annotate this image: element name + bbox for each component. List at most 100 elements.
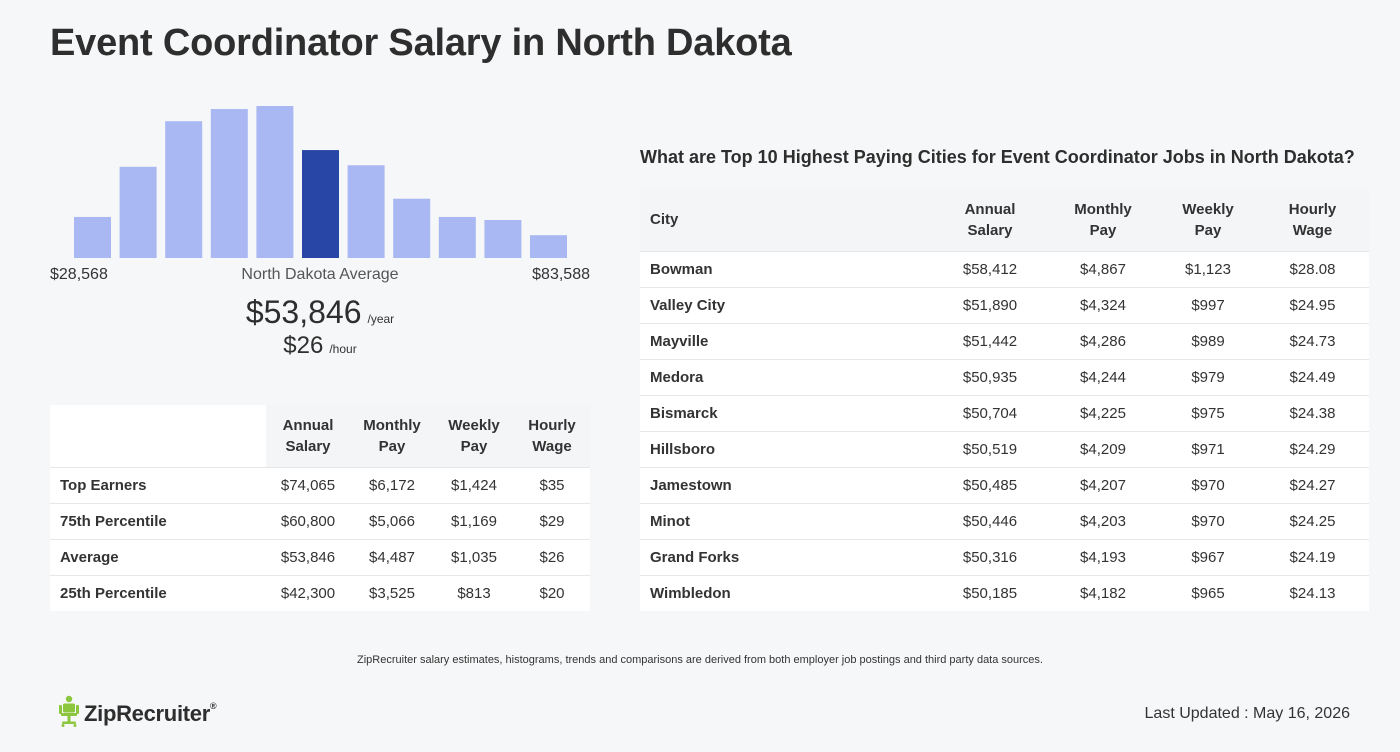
city-cell: $24.19: [1256, 538, 1369, 575]
percentile-cell: $813: [434, 574, 514, 611]
city-cell: $975: [1160, 394, 1256, 431]
percentile-cell: $4,487: [350, 538, 434, 575]
city-cell: $979: [1160, 358, 1256, 395]
average-annual: $53,846/year: [170, 294, 470, 331]
histogram-bar: [119, 166, 157, 258]
percentile-header-monthly: Monthly Pay: [350, 405, 434, 467]
city-row: Hillsboro $50,519 $4,209 $971 $24.29: [640, 430, 1369, 467]
histogram-bar: [393, 198, 431, 258]
cities-header-city: City: [640, 189, 934, 251]
ziprecruiter-wordmark: ZipRecruiter®: [84, 700, 217, 727]
city-cell: $50,185: [934, 574, 1046, 611]
range-max-label: $83,588: [532, 266, 590, 283]
city-row-label: Grand Forks: [640, 538, 934, 575]
percentile-cell: $1,035: [434, 538, 514, 575]
city-cell: $50,485: [934, 466, 1046, 503]
percentile-header-hourly: Hourly Wage: [514, 405, 590, 467]
city-row: Valley City $51,890 $4,324 $997 $24.95: [640, 286, 1369, 323]
percentile-table: Annual Salary Monthly Pay Weekly Pay Hourly…: [50, 405, 590, 611]
city-cell: $51,442: [934, 322, 1046, 359]
city-cell: $971: [1160, 430, 1256, 467]
histogram-bar: [74, 216, 111, 258]
city-cell: $50,316: [934, 538, 1046, 575]
city-row-label: Jamestown: [640, 466, 934, 503]
histogram-bar-average: [302, 150, 339, 258]
city-cell: $965: [1160, 574, 1256, 611]
city-cell: $24.27: [1256, 466, 1369, 503]
city-cell: $24.29: [1256, 430, 1369, 467]
percentile-cell: $74,065: [266, 466, 350, 503]
percentile-cell: $1,169: [434, 502, 514, 539]
city-cell: $28.08: [1256, 250, 1369, 287]
percentile-row: 75th Percentile $60,800 $5,066 $1,169 $29: [50, 502, 590, 539]
city-row-label: Bowman: [640, 250, 934, 287]
city-row: Bowman $58,412 $4,867 $1,123 $28.08: [640, 250, 1369, 287]
city-cell: $50,519: [934, 430, 1046, 467]
percentile-header-annual: Annual Salary: [266, 405, 350, 467]
histogram-bar: [210, 109, 248, 258]
last-updated: Last Updated : May 16, 2026: [1144, 705, 1350, 722]
histogram-bar: [484, 220, 522, 258]
city-row-label: Valley City: [640, 286, 934, 323]
city-cell: $24.38: [1256, 394, 1369, 431]
city-cell: $24.73: [1256, 322, 1369, 359]
city-cell: $1,123: [1160, 250, 1256, 287]
city-row: Bismarck $50,704 $4,225 $975 $24.38: [640, 394, 1369, 431]
percentile-cell: $26: [514, 538, 590, 575]
percentile-cell: $53,846: [266, 538, 350, 575]
logo-registered-mark: ®: [209, 700, 217, 711]
city-cell: $24.25: [1256, 502, 1369, 539]
city-cell: $4,182: [1046, 574, 1160, 611]
city-cell: $50,935: [934, 358, 1046, 395]
footnote: ZipRecruiter salary estimates, histogram…: [357, 654, 1043, 666]
range-min-label: $28,568: [50, 266, 108, 283]
cities-table: City Annual Salary Monthly Pay Weekly Pay H…: [640, 189, 1369, 611]
percentile-row-label: 25th Percentile: [50, 574, 266, 611]
average-annual-unit: /year: [367, 312, 395, 326]
city-cell: $967: [1160, 538, 1256, 575]
ziprecruiter-logo[interactable]: ZipRecruiter®: [58, 695, 217, 732]
percentile-cell: $1,424: [434, 466, 514, 503]
city-row: Mayville $51,442 $4,286 $989 $24.73: [640, 322, 1369, 359]
percentile-header-row: Annual Salary Monthly Pay Weekly Pay Hourly…: [50, 405, 590, 467]
city-cell: $4,225: [1046, 394, 1160, 431]
histogram-bar: [347, 165, 385, 258]
percentile-row: 25th Percentile $42,300 $3,525 $813 $20: [50, 574, 590, 611]
city-row: Minot $50,446 $4,203 $970 $24.25: [640, 502, 1369, 539]
city-row-label: Mayville: [640, 322, 934, 359]
city-row: Jamestown $50,485 $4,207 $970 $24.27: [640, 466, 1369, 503]
percentile-header-blank: [50, 405, 266, 467]
city-cell: $970: [1160, 502, 1256, 539]
city-row: Grand Forks $50,316 $4,193 $967 $24.19: [640, 538, 1369, 575]
percentile-cell: $35: [514, 466, 590, 503]
average-annual-value: $53,846: [245, 294, 362, 330]
city-row: Wimbledon $50,185 $4,182 $965 $24.13: [640, 574, 1369, 611]
cities-header-row: City Annual Salary Monthly Pay Weekly Pay H…: [640, 189, 1369, 251]
percentile-row: Top Earners $74,065 $6,172 $1,424 $35: [50, 466, 590, 503]
city-cell: $24.49: [1256, 358, 1369, 395]
city-cell: $4,324: [1046, 286, 1160, 323]
city-cell: $24.13: [1256, 574, 1369, 611]
city-cell: $58,412: [934, 250, 1046, 287]
city-row: Medora $50,935 $4,244 $979 $24.49: [640, 358, 1369, 395]
percentile-row-label: Average: [50, 538, 266, 575]
percentile-header-weekly: Weekly Pay: [434, 405, 514, 467]
average-label: North Dakota Average: [241, 266, 399, 283]
percentile-cell: $42,300: [266, 574, 350, 611]
percentile-cell: $6,172: [350, 466, 434, 503]
city-cell: $4,207: [1046, 466, 1160, 503]
city-row-label: Bismarck: [640, 394, 934, 431]
histogram-bar: [256, 106, 294, 258]
city-cell: $997: [1160, 286, 1256, 323]
histogram-bar: [438, 216, 476, 258]
city-cell: $4,286: [1046, 322, 1160, 359]
city-cell: $970: [1160, 466, 1256, 503]
city-row-label: Wimbledon: [640, 574, 934, 611]
percentile-cell: $29: [514, 502, 590, 539]
city-cell: $4,244: [1046, 358, 1160, 395]
average-hourly: $26/hour: [170, 332, 470, 360]
city-cell: $4,203: [1046, 502, 1160, 539]
histogram-bar: [530, 235, 567, 258]
percentile-row: Average $53,846 $4,487 $1,035 $26: [50, 538, 590, 575]
city-row-label: Medora: [640, 358, 934, 395]
